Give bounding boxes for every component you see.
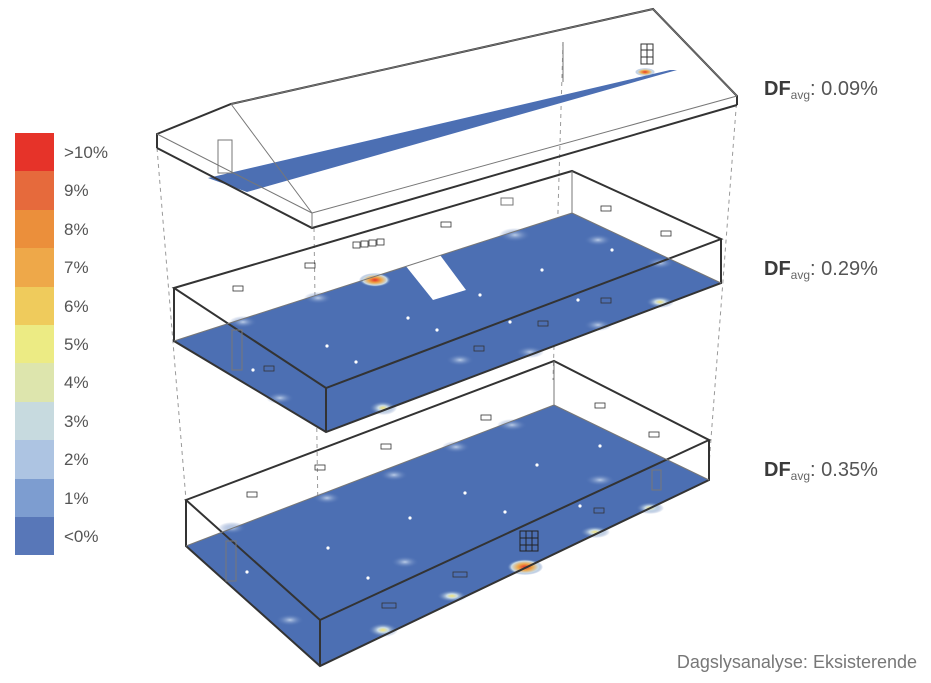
df-subscript: avg [790, 88, 811, 102]
legend-label: 9% [64, 181, 89, 201]
df-avg-middle-label: DFavg: 0.29% [764, 258, 878, 282]
legend-row: <0% [15, 516, 135, 556]
legend-swatch [15, 209, 54, 249]
legend-swatch [15, 401, 54, 441]
legend-swatch [15, 133, 54, 172]
legend-label: 8% [64, 219, 89, 239]
legend-swatch [15, 363, 54, 402]
figure-caption: Dagslysanalyse: Eksisterende [676, 652, 917, 672]
df-avg-ground-label: DFavg: 0.35% [764, 459, 878, 483]
df-subscript: avg [790, 268, 811, 282]
df-value: : 0.29% [810, 258, 878, 280]
legend-row: 1% [15, 478, 135, 517]
legend-row: 5% [15, 324, 135, 364]
legend-label: 6% [64, 296, 89, 316]
df-subscript: avg [790, 469, 811, 483]
legend-row: 9% [15, 171, 135, 210]
legend-swatch [15, 286, 54, 325]
legend-row: 2% [15, 440, 135, 479]
legend-label: 1% [64, 488, 89, 508]
middle-floor-opening [405, 255, 466, 300]
legend-swatch [15, 440, 54, 479]
legend-label: 4% [64, 373, 89, 393]
legend-swatch [15, 478, 54, 517]
daylight-factor-legend: >10% 9% 8% 7% 6% 5% 4% 3% 2% 1% <0% [15, 133, 135, 556]
legend-row: >10% [15, 133, 135, 172]
legend-swatch [15, 248, 54, 287]
attic-level [156, 7, 738, 230]
legend-label: 5% [64, 334, 89, 354]
df-value: : 0.35% [810, 459, 878, 481]
legend-row: 8% [15, 209, 135, 249]
attic-floor-strip [208, 70, 677, 192]
legend-label: >10% [64, 143, 108, 162]
legend-swatch [15, 516, 54, 556]
df-avg-roof-label: DFavg: 0.09% [764, 78, 878, 102]
legend-label: 2% [64, 450, 89, 470]
legend-row: 4% [15, 363, 135, 402]
attic-light-spot [635, 68, 655, 76]
df-symbol: DF [764, 459, 791, 481]
legend-swatch [15, 171, 54, 210]
legend-row: 3% [15, 401, 135, 441]
ground-floor-slab [186, 405, 709, 666]
legend-label: 7% [64, 258, 89, 278]
legend-label: 3% [64, 411, 89, 431]
legend-swatch [15, 324, 54, 364]
df-symbol: DF [764, 78, 791, 100]
legend-row: 6% [15, 286, 135, 325]
ground-floor [184, 359, 712, 668]
df-symbol: DF [764, 258, 791, 280]
middle-floor [171, 169, 724, 434]
df-value: : 0.09% [810, 78, 878, 100]
legend-label: <0% [64, 526, 99, 546]
legend-row: 7% [15, 248, 135, 287]
